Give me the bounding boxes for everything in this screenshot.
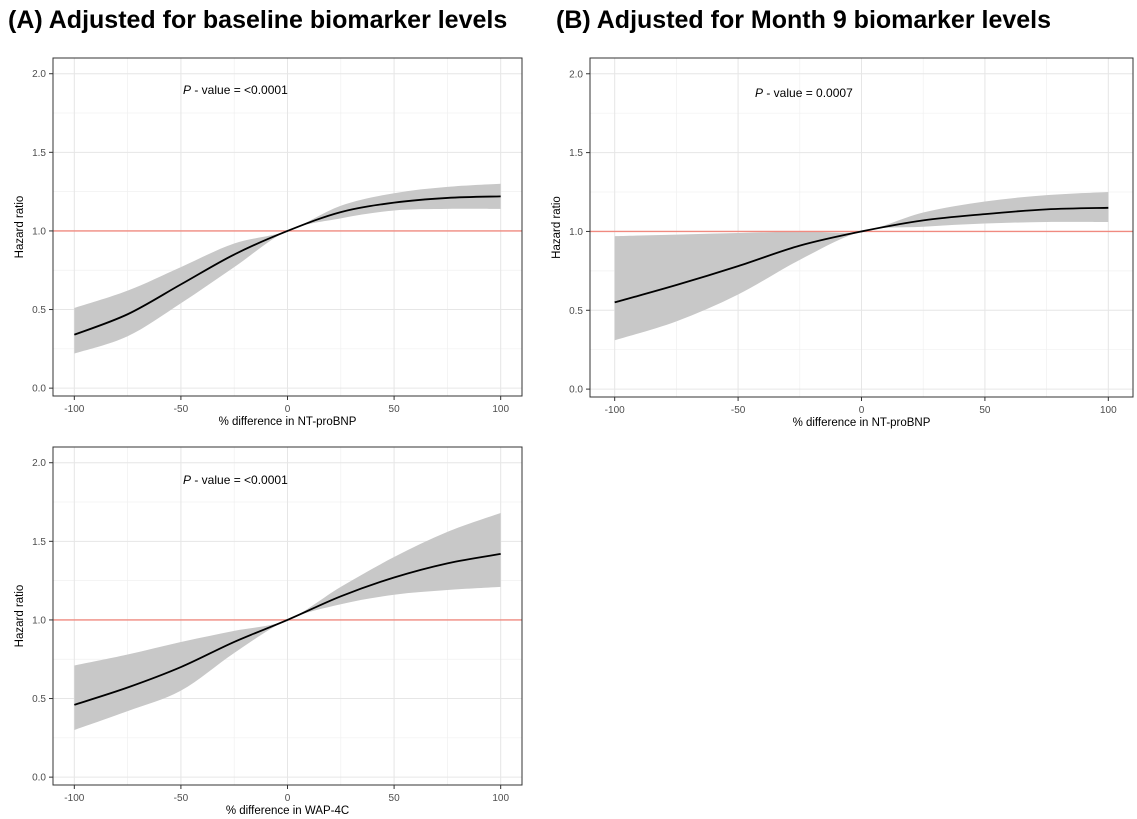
panel-b-title: (B) Adjusted for Month 9 biomarker level… [556, 6, 1051, 35]
confidence-band [614, 192, 1109, 341]
y-tick-label: 2.0 [32, 458, 46, 469]
x-axis-label: % difference in NT-proBNP [793, 417, 931, 429]
x-tick-label: -100 [64, 404, 84, 415]
x-tick-label: 100 [492, 404, 509, 415]
p-value-annotation: P - value = <0.0001 [183, 83, 288, 97]
p-value-text: - value = <0.0001 [191, 473, 288, 487]
x-tick-label: -50 [174, 793, 189, 804]
y-tick-label: 1.5 [569, 148, 583, 159]
y-tick-label: 1.5 [32, 537, 46, 548]
x-tick-label: -100 [605, 405, 625, 416]
x-tick-label: 50 [979, 405, 991, 416]
p-value-text: - value = <0.0001 [191, 83, 288, 97]
hazard-ratio-curve [614, 206, 1109, 304]
p-value-symbol: P [755, 86, 763, 100]
y-tick-label: 2.0 [32, 69, 46, 80]
p-value-annotation: P - value = <0.0001 [183, 473, 288, 487]
x-tick-label: 50 [389, 404, 401, 415]
x-tick-label: -50 [174, 404, 189, 415]
x-tick-label: -50 [731, 405, 746, 416]
y-axis-label: Hazard ratio [551, 196, 563, 259]
panel-b-title-text: Adjusted for Month 9 biomarker levels [596, 6, 1052, 34]
x-tick-label: 0 [859, 405, 865, 416]
panel-a-title-text: Adjusted for baseline biomarker levels [48, 6, 508, 34]
panel-b-label: (B) [556, 6, 591, 34]
panel-a-title: (A) Adjusted for baseline biomarker leve… [8, 6, 507, 35]
p-value-text: - value = 0.0007 [763, 86, 853, 100]
p-value-symbol: P [183, 83, 191, 97]
y-tick-label: 0.5 [32, 694, 46, 705]
y-axis-label: Hazard ratio [14, 585, 26, 648]
y-tick-label: 0.5 [32, 305, 46, 316]
y-tick-label: 1.5 [32, 148, 46, 159]
y-tick-label: 0.0 [32, 773, 46, 784]
y-tick-label: 0.5 [569, 306, 583, 317]
p-value-symbol: P [183, 473, 191, 487]
confidence-band [74, 513, 501, 730]
panel-a-label: (A) [8, 6, 43, 34]
x-tick-label: -100 [64, 793, 84, 804]
x-tick-label: 100 [492, 793, 509, 804]
y-axis-label: Hazard ratio [14, 196, 26, 259]
x-axis-label: % difference in WAP-4C [226, 805, 349, 817]
x-tick-label: 100 [1100, 405, 1117, 416]
y-tick-label: 1.0 [32, 226, 46, 237]
y-tick-label: 0.0 [569, 385, 583, 396]
y-tick-label: 1.0 [569, 227, 583, 238]
y-tick-label: 0.0 [32, 384, 46, 395]
x-tick-label: 50 [389, 793, 401, 804]
x-tick-label: 0 [285, 793, 291, 804]
grid [53, 447, 522, 785]
x-axis-label: % difference in NT-proBNP [219, 416, 357, 428]
p-value-annotation: P - value = 0.0007 [755, 86, 853, 100]
hazard-ratio-curve [74, 553, 501, 706]
y-tick-label: 1.0 [32, 615, 46, 626]
hazard-ratio-curve [73, 195, 501, 336]
y-tick-label: 2.0 [569, 69, 583, 80]
x-tick-label: 0 [285, 404, 291, 415]
confidence-band [74, 183, 501, 354]
